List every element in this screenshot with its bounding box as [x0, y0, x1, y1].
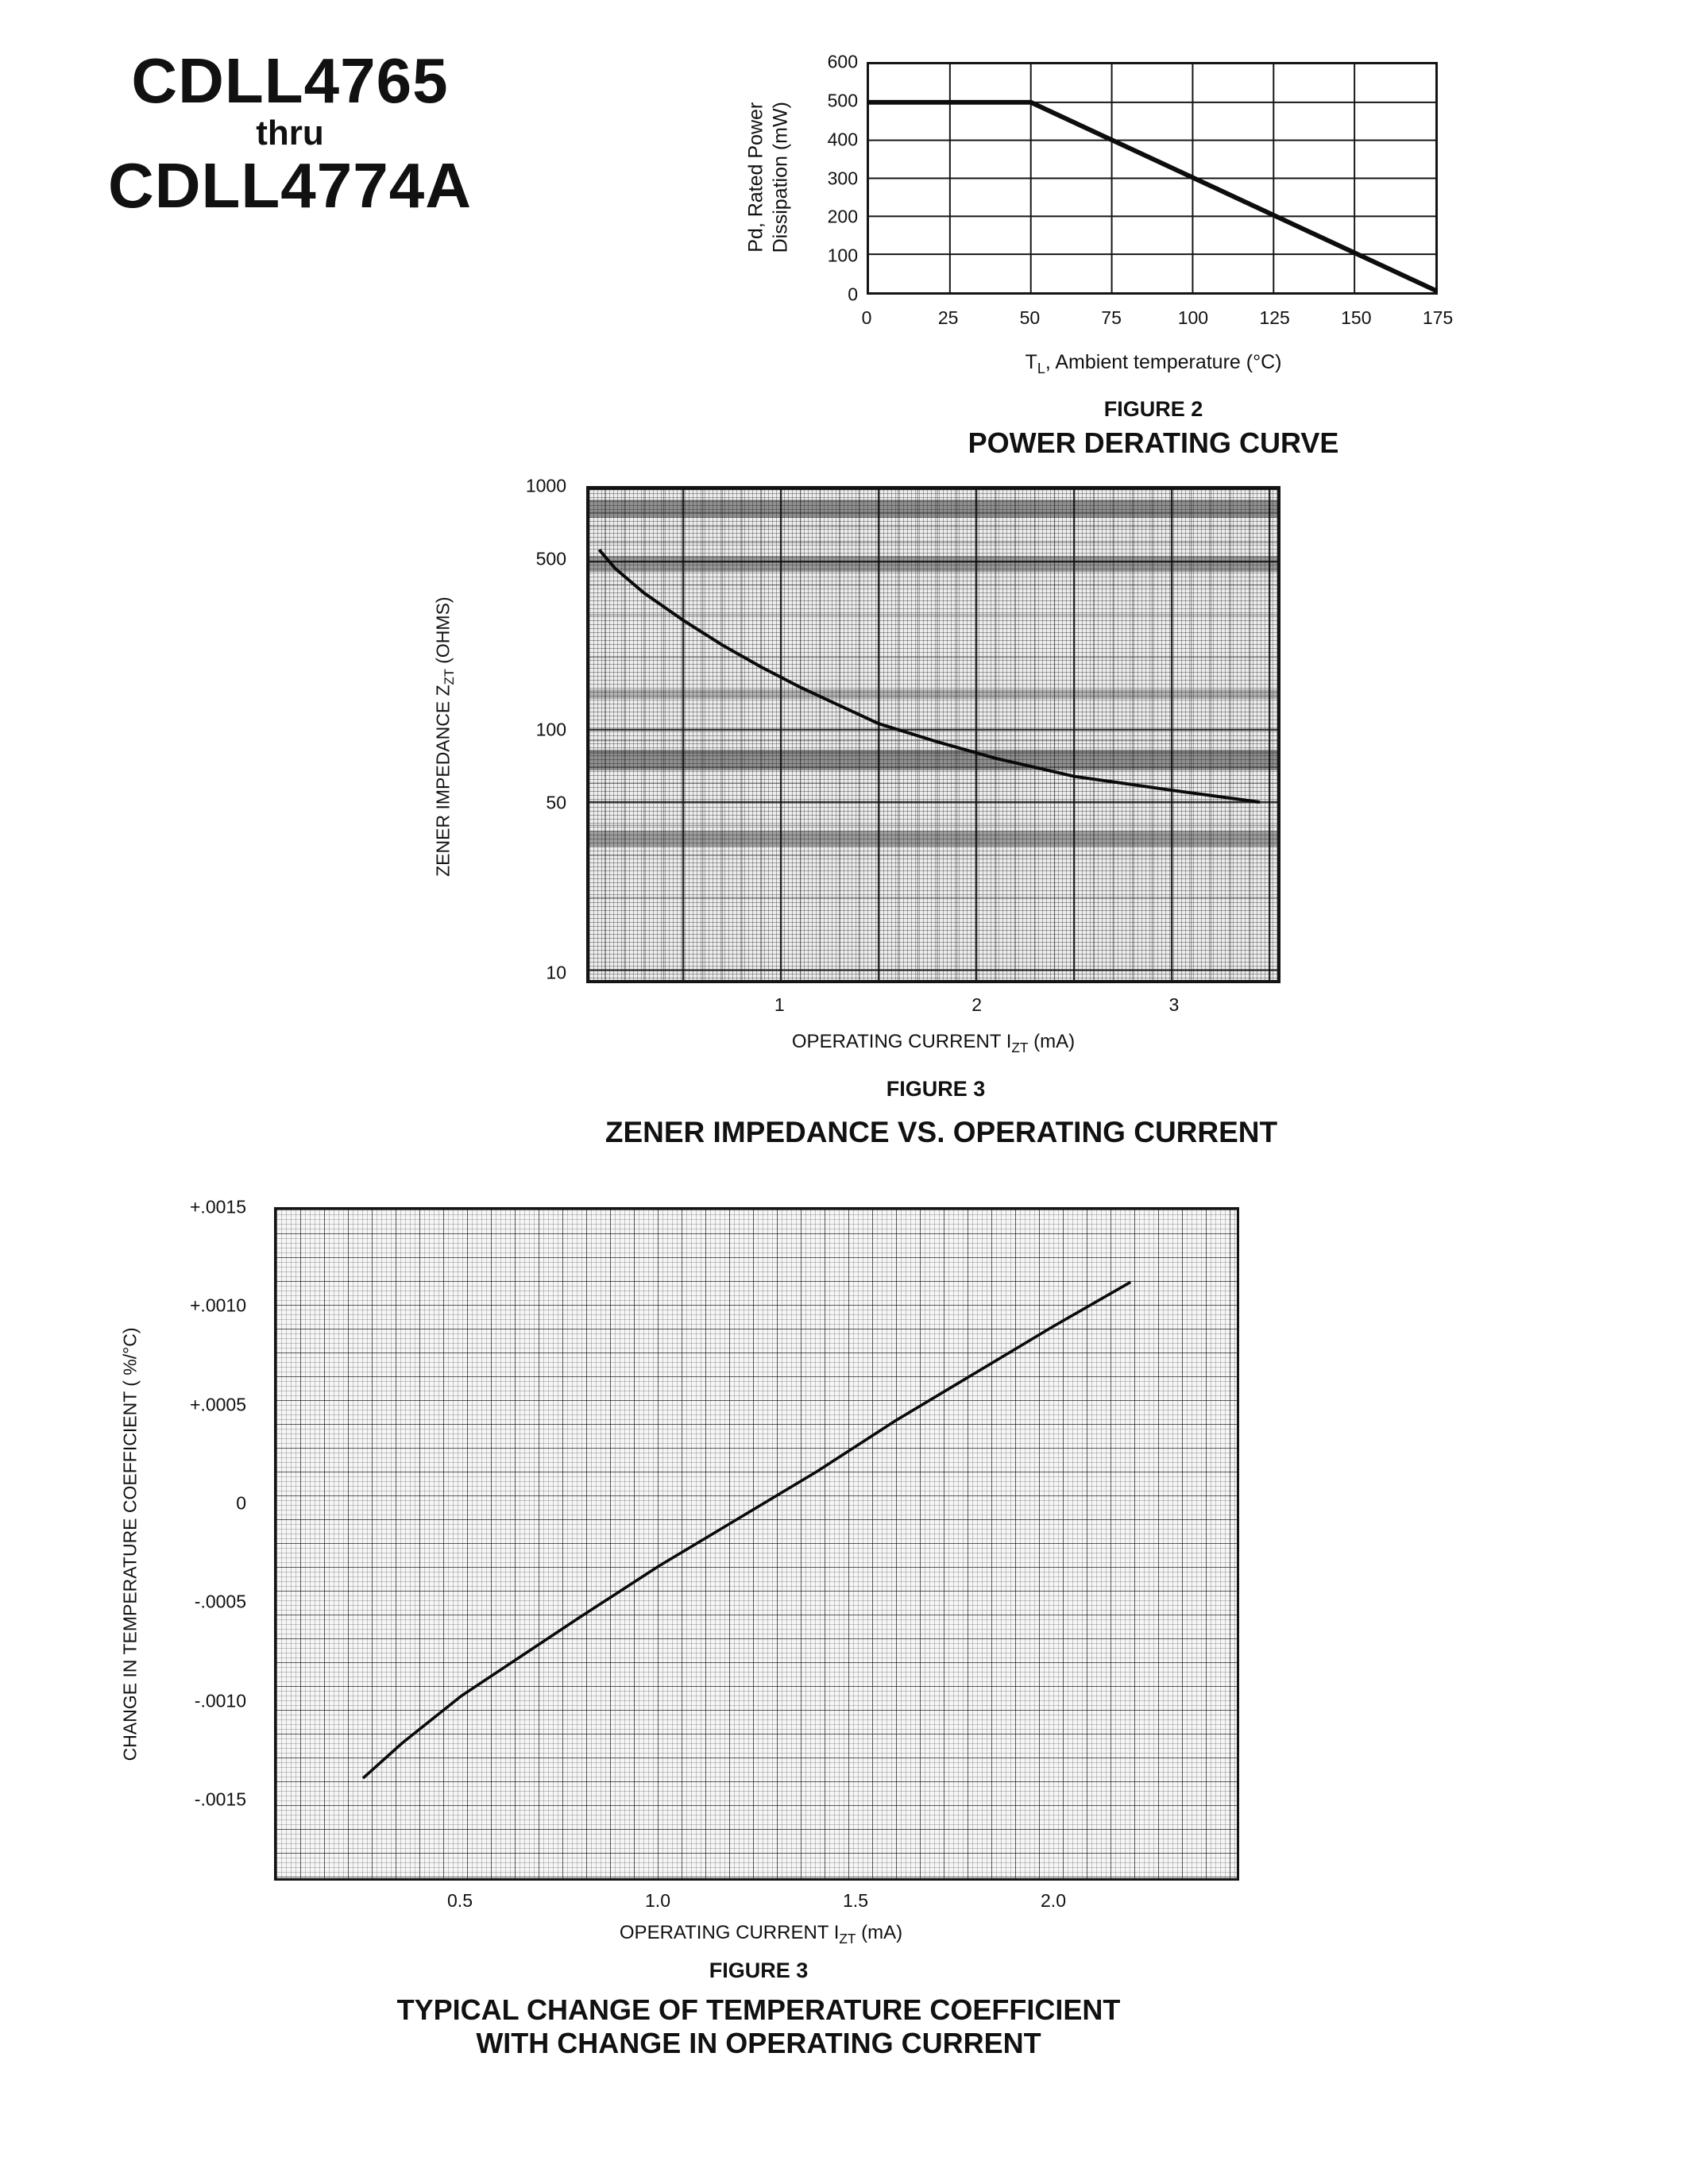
x-tick-label: 125 [1259, 307, 1290, 328]
x-tick-label: 0 [861, 307, 872, 328]
x-tick-label: 2.0 [1041, 1890, 1066, 1911]
y-tick-label: 10 [546, 962, 566, 983]
impedance-y-axis-label: ZENER IMPEDANCE ZZT (OHMS) [431, 488, 458, 986]
x-tick-label: 75 [1101, 307, 1122, 328]
y-tick-label: 100 [827, 245, 858, 266]
tempco-x-axis-label-post: (mA) [856, 1922, 903, 1943]
fig2-y-axis-label: Pd, Rated Power Dissipation (mW) [744, 61, 794, 294]
x-tick-label: 3 [1168, 994, 1180, 1015]
title-thru: thru [256, 114, 324, 152]
tempco-caption-title-line2: WITH CHANGE IN OPERATING CURRENT [476, 2027, 1041, 2060]
impedance-caption-number: FIGURE 3 [886, 1077, 986, 1101]
fig2-caption-number: FIGURE 2 [1103, 397, 1203, 421]
tempco-plot-area [274, 1207, 1239, 1881]
x-tick-label: 25 [937, 307, 959, 328]
fig2-y-axis-label-line1: Pd, Rated Power [744, 102, 767, 253]
x-tick-label: 50 [1019, 307, 1041, 328]
tempco-caption-title: TYPICAL CHANGE OF TEMPERATURE COEFFICIEN… [397, 1993, 1121, 2061]
y-tick-label: 0 [848, 284, 858, 305]
impedance-y-axis-label-pre: ZENER IMPEDANCE Z [432, 685, 454, 877]
fig2-x-axis-label-post: , Ambient temperature (°C) [1045, 351, 1282, 373]
fig2-derating-curve-svg [867, 64, 1438, 293]
impedance-x-tick-labels: 1 2 3 [586, 994, 1280, 1017]
x-tick-label: 100 [1177, 307, 1209, 328]
y-tick-label: 500 [827, 90, 858, 111]
impedance-x-axis-label-post: (mA) [1028, 1031, 1076, 1052]
tempco-caption-number: FIGURE 3 [709, 1958, 809, 1982]
impedance-y-axis-label-post: (OHMS) [432, 596, 454, 669]
y-tick-label: 300 [827, 168, 858, 188]
x-tick-label: 1 [774, 994, 785, 1015]
y-tick-label: 1000 [525, 475, 566, 496]
y-tick-label: +.0010 [190, 1295, 246, 1316]
tempco-x-axis-label-pre: OPERATING CURRENT I [619, 1922, 840, 1943]
part-number-end: CDLL4774A [107, 150, 473, 222]
part-number-start: CDLL4765 [131, 45, 449, 116]
impedance-x-axis-label: OPERATING CURRENT IZT (mA) [792, 1031, 1075, 1056]
tempco-caption-title-line1: TYPICAL CHANGE OF TEMPERATURE COEFFICIEN… [396, 1993, 1121, 2026]
fig2-plot-area [867, 62, 1438, 295]
y-tick-label: 0 [236, 1492, 246, 1514]
y-tick-label: 100 [535, 719, 566, 740]
fig2-x-axis-label-sub: L [1037, 361, 1045, 376]
x-tick-label: 150 [1341, 307, 1372, 328]
fig2-caption-title: POWER DERATING CURVE [968, 426, 1339, 459]
scan-smudge-band [589, 689, 1277, 699]
x-tick-label: 2 [971, 994, 982, 1015]
x-tick-label: 1.0 [645, 1890, 670, 1911]
impedance-y-axis-label-sub: ZT [441, 669, 457, 685]
impedance-x-axis-label-sub: ZT [1011, 1039, 1029, 1055]
scan-smudge-band [589, 556, 1277, 572]
tc-change-pct-per-degc-line [361, 1280, 1132, 1780]
tempco-x-axis-label: OPERATING CURRENT IZT (mA) [620, 1922, 902, 1947]
impedance-x-axis-label-pre: OPERATING CURRENT I [791, 1031, 1012, 1052]
fig2-x-axis-label-pre: T [1025, 351, 1037, 373]
zzt-ohms-line [597, 548, 1261, 804]
part-number-title: CDLL4765 thru CDLL4774A [79, 48, 500, 219]
y-tick-label: 200 [827, 206, 858, 227]
tempco-y-tick-labels: +.0015 +.0010 +.0005 0 -.0005 -.0010 -.0015 [151, 1197, 246, 1881]
x-tick-label: 1.5 [843, 1890, 868, 1911]
y-tick-label: +.0015 [190, 1196, 246, 1217]
scan-smudge-band [589, 750, 1277, 770]
impedance-caption-title: ZENER IMPEDANCE VS. OPERATING CURRENT [605, 1116, 1278, 1148]
fig2-y-tick-labels: 0 100 200 300 400 500 600 [790, 52, 858, 305]
y-tick-label: -.0015 [194, 1788, 246, 1810]
y-tick-label: +.0005 [190, 1394, 246, 1415]
impedance-curve-svg [589, 488, 1277, 980]
y-tick-label: 50 [546, 792, 566, 813]
rated-power-mw-line [867, 99, 1438, 293]
tempco-x-tick-labels: 0.5 1.0 1.5 2.0 [274, 1890, 1239, 1912]
y-tick-label: -.0005 [194, 1591, 246, 1612]
tempco-y-axis-label: CHANGE IN TEMPERATURE COEFFICIENT ( %/°C… [119, 1327, 141, 1761]
tempco-curve-svg [361, 1280, 1132, 1780]
y-tick-label: 400 [827, 129, 858, 150]
y-tick-label: 500 [535, 548, 566, 569]
y-tick-label: -.0010 [194, 1690, 246, 1711]
scan-smudge-band [589, 831, 1277, 847]
y-tick-label: 600 [827, 51, 858, 72]
tempco-x-axis-label-sub: ZT [839, 1930, 856, 1947]
impedance-y-tick-labels: 1000 500 100 50 10 [475, 476, 566, 983]
fig2-x-tick-labels: 0 25 50 75 100 125 150 175 [862, 307, 1454, 330]
x-tick-label: 0.5 [447, 1890, 473, 1911]
impedance-plot-area [586, 486, 1280, 983]
x-tick-label: 175 [1422, 307, 1454, 328]
fig2-x-axis-label: TL, Ambient temperature (°C) [1026, 351, 1282, 377]
scan-smudge-band [589, 500, 1277, 518]
